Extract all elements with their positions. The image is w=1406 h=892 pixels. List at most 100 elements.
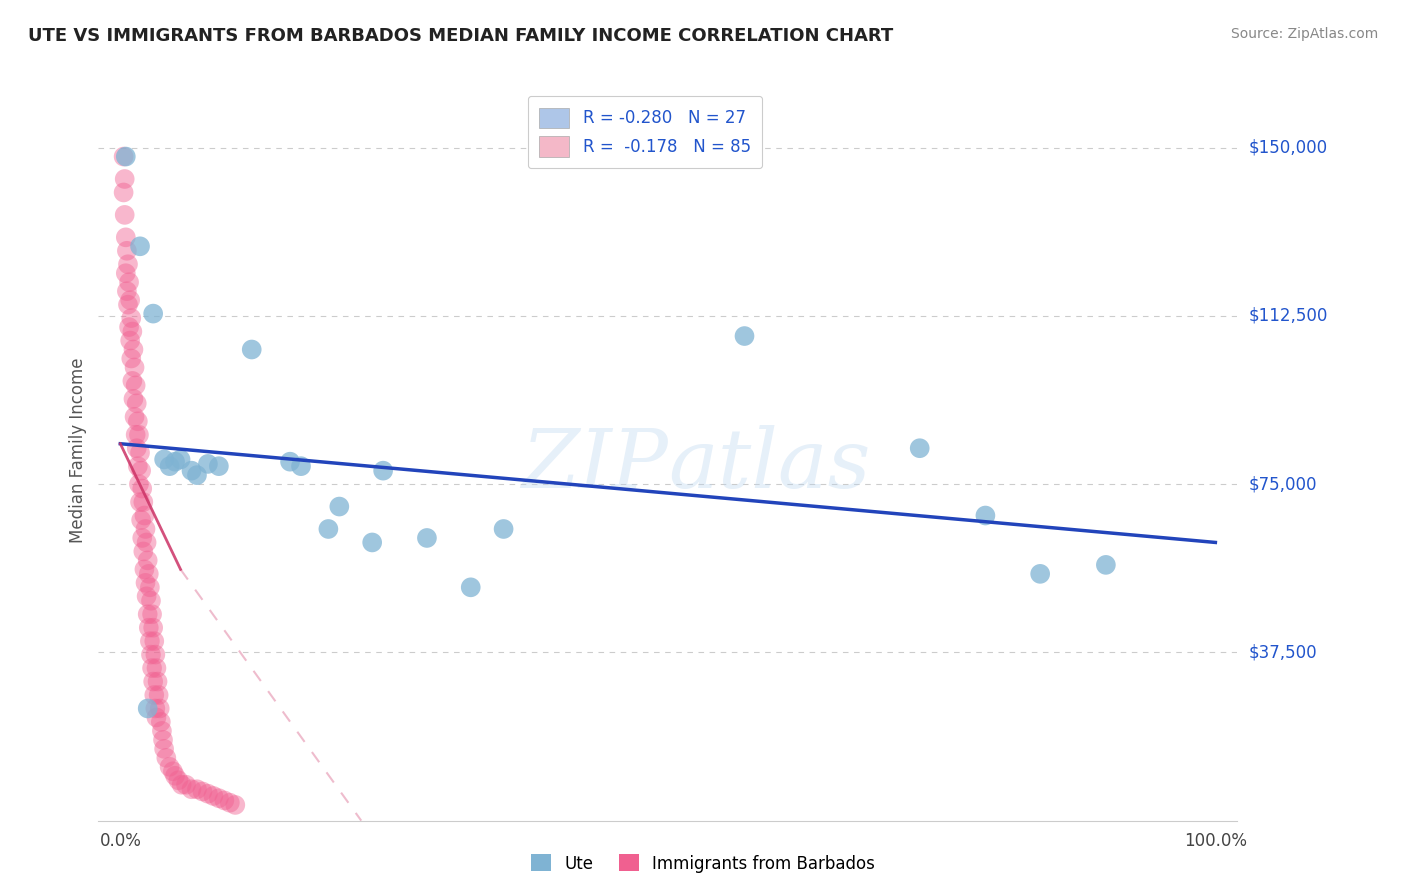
Point xyxy=(139,634,162,648)
Point xyxy=(124,427,146,442)
Point xyxy=(129,495,152,509)
Point xyxy=(129,464,152,478)
Point xyxy=(139,594,162,608)
Point xyxy=(908,441,931,455)
Y-axis label: Median Family Income: Median Family Income xyxy=(69,358,87,543)
Point xyxy=(114,208,136,222)
Point xyxy=(202,789,225,803)
Point xyxy=(131,531,153,545)
Point xyxy=(134,562,156,576)
Point xyxy=(141,607,163,622)
Point xyxy=(127,414,149,428)
Point xyxy=(165,769,187,783)
Point xyxy=(460,580,482,594)
Point xyxy=(127,459,149,474)
Point xyxy=(186,468,208,483)
Point xyxy=(120,334,142,348)
Point xyxy=(118,320,141,334)
Point xyxy=(121,325,143,339)
Point xyxy=(1095,558,1118,572)
Point xyxy=(112,186,135,200)
Text: ZIP: ZIP xyxy=(522,425,668,505)
Point xyxy=(328,500,350,514)
Point xyxy=(134,522,156,536)
Text: $150,000: $150,000 xyxy=(1249,138,1327,157)
Point xyxy=(114,266,136,280)
Point xyxy=(143,688,166,702)
Point xyxy=(734,329,756,343)
Point xyxy=(138,621,160,635)
Point xyxy=(142,621,165,635)
Text: $37,500: $37,500 xyxy=(1249,643,1317,661)
Point xyxy=(139,648,162,662)
Point xyxy=(167,773,190,788)
Point xyxy=(208,459,231,474)
Point xyxy=(118,275,141,289)
Text: atlas: atlas xyxy=(668,425,870,505)
Point xyxy=(197,457,219,471)
Point xyxy=(124,409,146,424)
Point xyxy=(117,298,139,312)
Point xyxy=(145,710,167,724)
Point xyxy=(142,674,165,689)
Point xyxy=(114,150,136,164)
Point xyxy=(125,441,148,455)
Point xyxy=(134,575,156,590)
Point xyxy=(180,464,202,478)
Point xyxy=(128,427,150,442)
Point xyxy=(197,787,219,801)
Point xyxy=(141,661,163,675)
Point xyxy=(155,751,177,765)
Point xyxy=(218,796,240,810)
Point xyxy=(191,784,214,798)
Point xyxy=(224,797,246,812)
Point xyxy=(152,732,174,747)
Point xyxy=(492,522,515,536)
Point xyxy=(128,477,150,491)
Point xyxy=(124,378,146,392)
Text: $75,000: $75,000 xyxy=(1249,475,1317,493)
Text: $112,500: $112,500 xyxy=(1249,307,1329,325)
Text: Source: ZipAtlas.com: Source: ZipAtlas.com xyxy=(1230,27,1378,41)
Point xyxy=(180,782,202,797)
Point xyxy=(136,607,159,622)
Point xyxy=(174,778,197,792)
Point xyxy=(117,257,139,271)
Text: UTE VS IMMIGRANTS FROM BARBADOS MEDIAN FAMILY INCOME CORRELATION CHART: UTE VS IMMIGRANTS FROM BARBADOS MEDIAN F… xyxy=(28,27,893,45)
Point xyxy=(136,701,159,715)
Point xyxy=(115,284,138,298)
Point xyxy=(278,455,301,469)
Point xyxy=(129,446,152,460)
Point xyxy=(149,701,172,715)
Point xyxy=(145,661,167,675)
Point xyxy=(149,714,172,729)
Point xyxy=(114,230,136,244)
Point xyxy=(416,531,439,545)
Point xyxy=(122,343,145,357)
Point xyxy=(162,764,184,779)
Legend: R = -0.280   N = 27, R =  -0.178   N = 85: R = -0.280 N = 27, R = -0.178 N = 85 xyxy=(527,96,762,169)
Point xyxy=(240,343,263,357)
Point xyxy=(145,701,167,715)
Point xyxy=(150,723,173,738)
Point xyxy=(153,742,176,756)
Point xyxy=(121,374,143,388)
Point xyxy=(135,589,157,603)
Point xyxy=(131,482,153,496)
Point xyxy=(186,782,208,797)
Point xyxy=(136,553,159,567)
Point xyxy=(143,634,166,648)
Point xyxy=(318,522,340,536)
Point xyxy=(153,452,176,467)
Point xyxy=(129,239,152,253)
Point xyxy=(132,495,155,509)
Point xyxy=(120,351,142,366)
Point xyxy=(170,778,193,792)
Point xyxy=(208,791,231,805)
Point xyxy=(142,307,165,321)
Point xyxy=(114,172,136,186)
Point xyxy=(122,392,145,406)
Point xyxy=(132,544,155,558)
Point xyxy=(214,793,236,807)
Point xyxy=(974,508,997,523)
